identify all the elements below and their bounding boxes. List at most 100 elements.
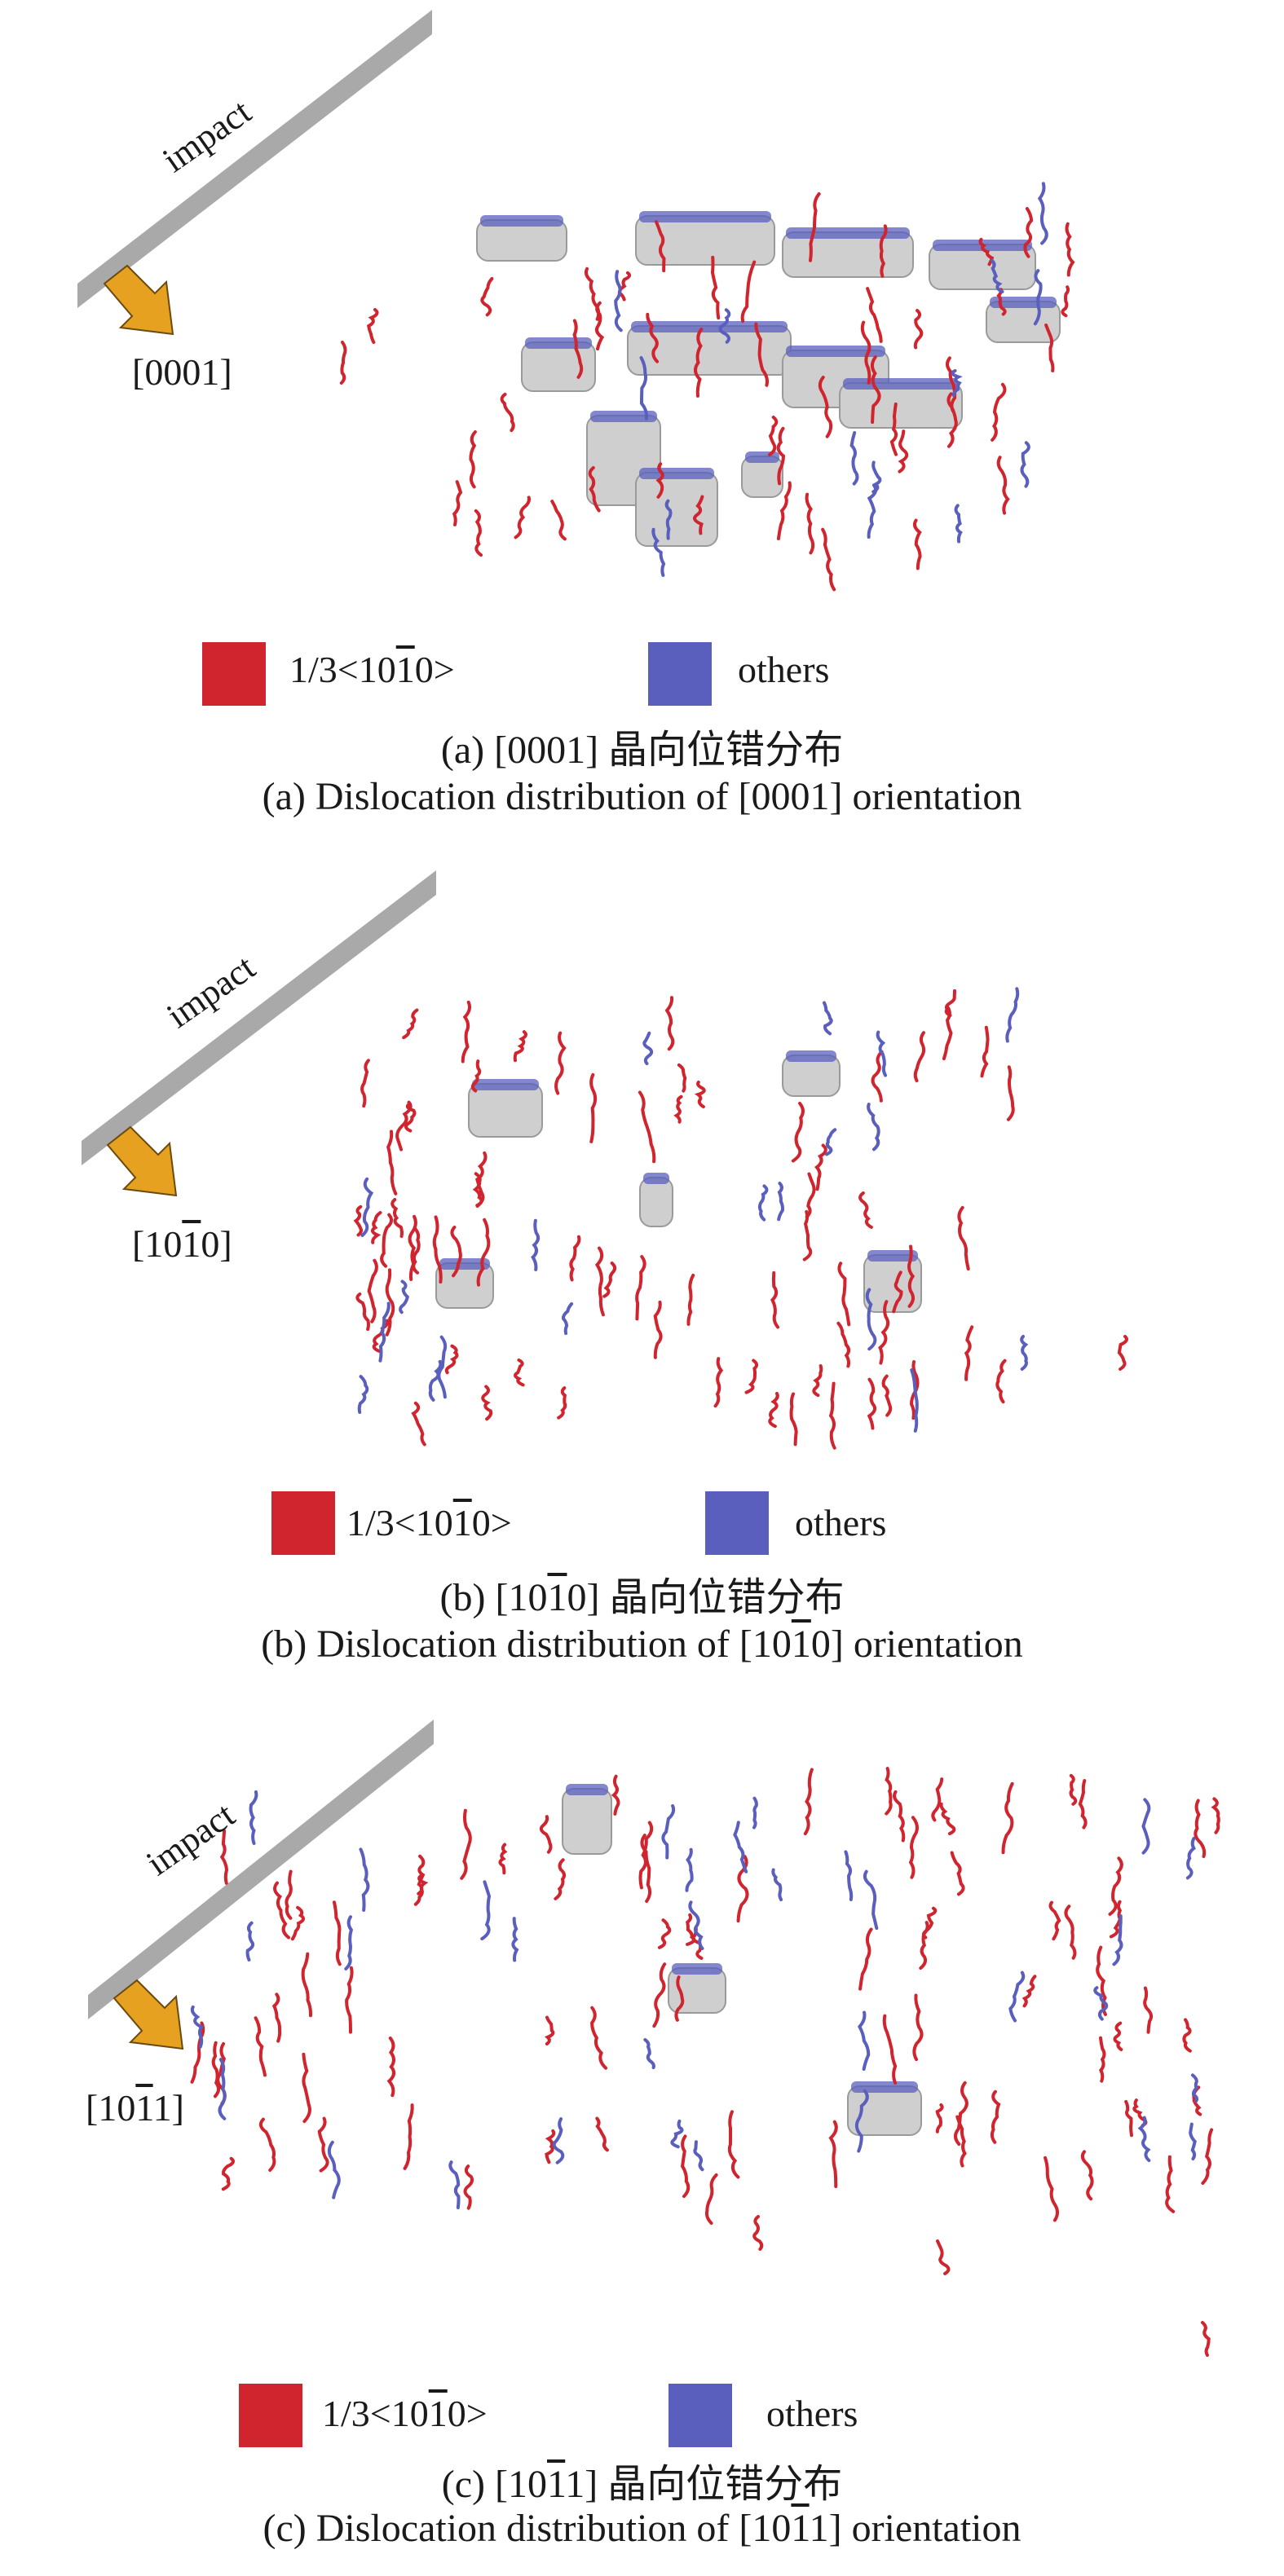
dislocation-blue-b (777, 1182, 784, 1222)
direction-label-b: [1010] (132, 1222, 232, 1266)
void-a-2-cap (639, 211, 771, 222)
impact-arrow-icon-c (113, 1979, 184, 2050)
dislocation-blue-a (614, 270, 623, 332)
dislocation-red-b (602, 1262, 617, 1298)
dislocation-red-c (1069, 1773, 1078, 1806)
caption-en-part: (c) Dislocation distribution of [10 (263, 2507, 792, 2550)
void-a-11-cap (639, 468, 714, 479)
caption-en-bar-digit: 1 (791, 2507, 810, 2550)
legend-red-part: 0> (447, 2393, 488, 2434)
dislocation-red-a (821, 527, 836, 592)
dislocation-red-c (285, 1869, 293, 1920)
dislocation-blue-c (693, 2140, 704, 2172)
dislocation-red-a (776, 481, 792, 541)
legend-others-text-a: others (738, 649, 830, 690)
caption-en-part: (b) Dislocation distribution of [10 (261, 1623, 792, 1666)
legend-red-bar-digit: 1 (428, 2393, 448, 2434)
dislocation-blue-c (1141, 1798, 1151, 1855)
legend-red-part: 0> (471, 1502, 512, 1543)
dislocation-red-c (935, 2103, 944, 2133)
dislocation-red-c (332, 1900, 342, 1966)
dislocation-red-b (589, 1072, 598, 1143)
dislocation-red-a (740, 260, 757, 324)
dislocation-red-c (273, 1881, 291, 1940)
dislocation-blue-b (357, 1375, 369, 1414)
dislocation-red-b (475, 1151, 488, 1208)
void-c-1-cap (566, 1784, 608, 1795)
dislocation-red-c (1143, 1986, 1154, 2034)
dislocation-red-c (611, 1774, 620, 1816)
dislocation-blue-a (849, 430, 859, 486)
dislocation-red-b (913, 1031, 926, 1083)
dislocation-red-b (476, 1218, 491, 1287)
dislocation-blue-a (639, 356, 649, 421)
dislocation-red-b (1117, 1335, 1128, 1371)
dislocation-red-c (931, 1777, 944, 1822)
dislocation-blue-c (733, 1821, 748, 1874)
dislocation-blue-a (1033, 269, 1043, 326)
dislocation-red-b (871, 1050, 884, 1103)
dislocation-red-b (942, 1005, 953, 1061)
dislocation-blue-b (360, 1177, 374, 1237)
dislocation-red-b (385, 1268, 395, 1336)
legend-blue-swatch-a (648, 642, 712, 706)
dislocation-blue-c (1185, 1836, 1196, 1880)
dislocation-red-a (710, 255, 721, 320)
legend-blue-swatch-c (668, 2384, 732, 2447)
dislocation-red-c (652, 1962, 667, 2028)
dislocation-blue-a (954, 504, 963, 544)
direction-part: 0] (201, 1223, 232, 1265)
dislocation-blue-a (951, 368, 963, 398)
dislocation-blue-c (448, 2160, 461, 2209)
dislocation-red-a (655, 462, 664, 499)
caption-en-text: (a) Dislocation distribution of [0001] o… (262, 775, 1022, 818)
dislocation-red-c (681, 2134, 691, 2199)
void-b-4-cap (867, 1250, 918, 1262)
dislocation-red-a (654, 220, 666, 273)
void-c-2-cap (672, 1963, 722, 1975)
dislocation-blue-c (1112, 1914, 1123, 1966)
dislocation-red-a (693, 495, 704, 535)
dislocation-red-c (345, 1966, 354, 2034)
dislocation-red-a (996, 288, 1007, 316)
dislocation-blue-a (651, 527, 666, 577)
void-b-3-cap (643, 1173, 669, 1184)
caption-en-bar-digit: 1 (791, 1623, 811, 1666)
dislocation-red-a (469, 430, 477, 489)
dislocation-red-b (638, 1090, 656, 1164)
dislocation-red-c (727, 2110, 740, 2179)
void-c-2 (668, 1967, 726, 2014)
dislocation-red-c (386, 2037, 396, 2098)
dislocation-red-a (572, 319, 584, 379)
dislocation-red-b (635, 1255, 646, 1321)
dislocation-red-c (1080, 2150, 1094, 2201)
dislocation-blue-b (822, 1001, 833, 1036)
legend-others-text-c: others (766, 2393, 858, 2434)
dislocation-blue-c (685, 1847, 694, 1892)
direction-part: 1] (152, 2087, 184, 2129)
dislocation-red-a (1023, 206, 1034, 258)
dislocation-red-b (836, 1321, 851, 1368)
legend-red-bar-digit: 1 (452, 1502, 472, 1543)
dislocation-blue-c (1190, 2073, 1199, 2103)
dislocation-red-b (360, 1059, 370, 1108)
dislocation-red-c (858, 1927, 873, 1991)
dislocation-blue-b (561, 1301, 574, 1336)
dislocation-red-c (258, 2117, 276, 2173)
legend-red-swatch-c (239, 2384, 302, 2447)
dislocation-red-a (776, 426, 785, 486)
dislocation-blue-a (1037, 182, 1048, 245)
void-c-3 (847, 2085, 922, 2136)
dislocation-red-a (805, 492, 815, 555)
void-a-5 (521, 341, 596, 392)
dislocation-red-b (837, 1262, 851, 1327)
caption-cn-part: (c) [10 (441, 2463, 548, 2506)
dislocation-red-a (1061, 285, 1070, 318)
dislocation-red-b (770, 1270, 780, 1329)
dislocation-red-c (990, 2089, 1001, 2144)
dislocation-red-c (1108, 1856, 1123, 1916)
dislocation-red-c (939, 1802, 956, 1836)
dislocation-red-c (403, 2103, 414, 2170)
dislocation-red-b (964, 1325, 974, 1381)
